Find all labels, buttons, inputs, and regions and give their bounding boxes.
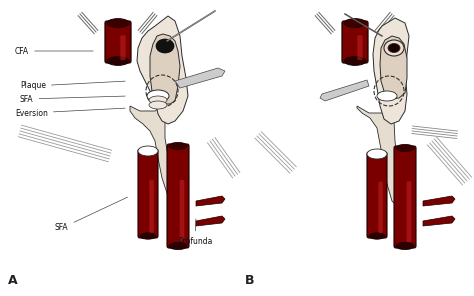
FancyBboxPatch shape: [138, 149, 158, 238]
FancyBboxPatch shape: [367, 152, 387, 238]
Polygon shape: [196, 216, 225, 226]
Polygon shape: [380, 36, 407, 99]
Ellipse shape: [147, 90, 169, 102]
Ellipse shape: [149, 96, 167, 104]
Text: B: B: [245, 274, 255, 287]
FancyBboxPatch shape: [407, 181, 411, 242]
Ellipse shape: [140, 148, 156, 154]
Ellipse shape: [169, 242, 187, 250]
FancyBboxPatch shape: [105, 21, 131, 63]
FancyBboxPatch shape: [180, 180, 184, 242]
FancyBboxPatch shape: [167, 144, 189, 248]
FancyBboxPatch shape: [378, 182, 383, 233]
Ellipse shape: [344, 57, 366, 65]
Ellipse shape: [169, 142, 187, 149]
Text: Plaque: Plaque: [20, 81, 125, 91]
FancyBboxPatch shape: [342, 21, 368, 63]
Polygon shape: [357, 106, 402, 208]
Polygon shape: [150, 34, 180, 104]
Ellipse shape: [344, 19, 366, 28]
Polygon shape: [320, 80, 369, 101]
FancyBboxPatch shape: [394, 146, 416, 248]
Polygon shape: [423, 196, 455, 206]
Text: Eversion: Eversion: [15, 108, 125, 118]
Polygon shape: [137, 16, 188, 124]
Text: A: A: [8, 274, 18, 287]
Ellipse shape: [140, 233, 156, 239]
Polygon shape: [373, 18, 409, 124]
Ellipse shape: [377, 91, 397, 101]
Polygon shape: [175, 68, 225, 88]
Ellipse shape: [384, 40, 404, 56]
Ellipse shape: [369, 233, 385, 239]
Ellipse shape: [107, 19, 129, 28]
Ellipse shape: [149, 101, 167, 109]
Ellipse shape: [138, 146, 158, 156]
Ellipse shape: [396, 242, 414, 250]
Polygon shape: [196, 196, 225, 206]
FancyBboxPatch shape: [357, 35, 363, 60]
Text: SFA: SFA: [55, 197, 128, 232]
Polygon shape: [130, 106, 178, 208]
Ellipse shape: [388, 44, 400, 52]
Ellipse shape: [396, 144, 414, 152]
FancyBboxPatch shape: [120, 35, 126, 60]
FancyBboxPatch shape: [149, 180, 154, 233]
Polygon shape: [423, 216, 455, 226]
Text: SFA: SFA: [20, 94, 125, 104]
Ellipse shape: [367, 149, 387, 159]
Text: CFA: CFA: [15, 46, 93, 56]
Ellipse shape: [107, 57, 129, 65]
Text: Profunda: Profunda: [178, 219, 212, 245]
Ellipse shape: [156, 39, 174, 53]
Ellipse shape: [369, 151, 385, 157]
